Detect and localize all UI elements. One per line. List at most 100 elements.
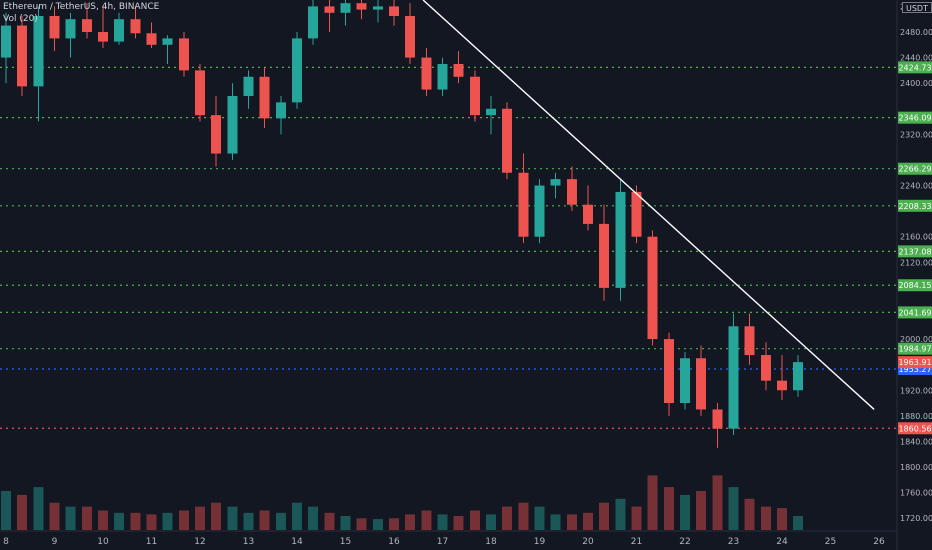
candle-body[interactable]: [65, 19, 76, 39]
level-badge: [898, 199, 932, 212]
candle-body[interactable]: [421, 57, 432, 90]
candle-body[interactable]: [308, 6, 319, 39]
volume-bar: [372, 519, 383, 530]
y-tick-label: 2240.00: [900, 182, 932, 191]
level-badge: [898, 422, 932, 435]
candle-body[interactable]: [696, 358, 707, 410]
x-tick-label: 14: [291, 537, 303, 547]
candle-body[interactable]: [372, 6, 383, 10]
symbol-header: Ethereum / TetherUS, 4h, BINANCE: [3, 2, 160, 12]
candle-body[interactable]: [324, 6, 335, 13]
volume-bar: [760, 506, 771, 530]
candle-body[interactable]: [583, 204, 593, 224]
volume-bar: [65, 506, 76, 530]
level-badge-label: 2266.29: [898, 165, 931, 174]
candle-body[interactable]: [566, 179, 577, 205]
candle-body[interactable]: [259, 76, 270, 119]
candle-body[interactable]: [211, 115, 222, 154]
candle-body[interactable]: [33, 15, 44, 87]
candle-body[interactable]: [405, 15, 416, 58]
candle-body[interactable]: [81, 19, 92, 32]
candle-body[interactable]: [1, 25, 11, 58]
candle-body[interactable]: [227, 95, 238, 154]
x-tick-label: 18: [485, 537, 497, 547]
candle-body[interactable]: [340, 3, 351, 13]
candle-body[interactable]: [663, 339, 674, 404]
candle-body[interactable]: [518, 172, 529, 237]
candle-body[interactable]: [712, 409, 723, 429]
y-tick-label: 2000.00: [900, 335, 932, 344]
volume-bar: [114, 512, 125, 530]
candle-body[interactable]: [243, 76, 254, 96]
candle-body[interactable]: [469, 76, 480, 116]
volume-bar: [615, 498, 626, 530]
volume-bar: [98, 510, 108, 530]
currency-badge[interactable]: USDT: [902, 2, 932, 13]
level-badge-label: 2346.09: [898, 114, 931, 123]
candle-body[interactable]: [195, 70, 205, 116]
candle-body[interactable]: [599, 223, 610, 288]
level-badges: 2424.73 2346.09 2266.29 2208.33 2137.08 2084.…: [898, 61, 932, 435]
candle-body[interactable]: [502, 108, 513, 173]
candle-body[interactable]: [550, 179, 561, 186]
candle-body[interactable]: [130, 19, 141, 34]
price-axis[interactable]: [897, 0, 932, 550]
x-tick-label: 20: [582, 537, 594, 547]
candle-body[interactable]: [146, 33, 157, 45]
level-badge: [898, 111, 932, 124]
candle-body[interactable]: [178, 38, 189, 71]
candle-body[interactable]: [356, 3, 367, 10]
x-tick-label: 13: [243, 537, 254, 547]
candle-body[interactable]: [275, 102, 286, 119]
volume-bar: [211, 502, 222, 530]
candle-body[interactable]: [162, 38, 173, 45]
volume-bar: [49, 502, 60, 530]
candle-body[interactable]: [777, 380, 787, 391]
candle-body[interactable]: [98, 31, 108, 42]
candle-body[interactable]: [534, 185, 545, 237]
trendline[interactable]: [422, 0, 875, 410]
candle-body[interactable]: [437, 63, 448, 90]
time-axis-ticks[interactable]: 8 9 10 11 12 13 14 15 16 17 18 19 20 21 22 23 24 25 26: [3, 537, 885, 547]
volume-bar: [162, 512, 173, 530]
level-badge-label: 2041.69: [898, 308, 931, 317]
y-tick-label: 1760.00: [900, 489, 932, 498]
candle-body[interactable]: [680, 358, 690, 404]
candle-body[interactable]: [744, 326, 755, 356]
price-badge-label: 1963.91: [898, 358, 931, 367]
price-axis-ticks: 2520.002480.002440.002400.002320.002240.…: [900, 2, 932, 523]
candle-body[interactable]: [17, 25, 28, 87]
volume-bar: [308, 506, 319, 530]
level-badge-label: 2084.15: [898, 281, 931, 290]
x-tick-label: 25: [825, 537, 836, 547]
volume-bar: [696, 491, 707, 530]
volume-bar: [550, 514, 561, 530]
candle-body[interactable]: [486, 108, 496, 116]
candle-body[interactable]: [728, 326, 739, 429]
candle-body[interactable]: [631, 191, 642, 237]
volume-bar: [777, 508, 787, 530]
x-tick-label: 15: [340, 537, 351, 547]
candle-body[interactable]: [615, 191, 626, 288]
candle-body[interactable]: [760, 355, 771, 381]
candle-body[interactable]: [793, 362, 804, 391]
candle-body[interactable]: [453, 63, 464, 77]
level-badge: [898, 61, 932, 74]
volume-bar: [583, 512, 593, 530]
candle-body[interactable]: [114, 19, 125, 42]
candle-body[interactable]: [292, 38, 302, 103]
candle-body[interactable]: [389, 6, 399, 16]
volume-bars: [1, 475, 804, 530]
y-tick-label: 1840.00: [900, 437, 932, 446]
volume-bar: [324, 512, 335, 530]
candle-body[interactable]: [647, 236, 658, 340]
volume-bar: [146, 514, 157, 530]
volume-bar: [227, 506, 238, 530]
volume-bar: [81, 506, 92, 530]
volume-bar: [195, 506, 205, 530]
level-badge-label: 1984.97: [898, 345, 931, 354]
x-tick-label: 12: [194, 537, 205, 547]
candle-body[interactable]: [49, 15, 60, 39]
